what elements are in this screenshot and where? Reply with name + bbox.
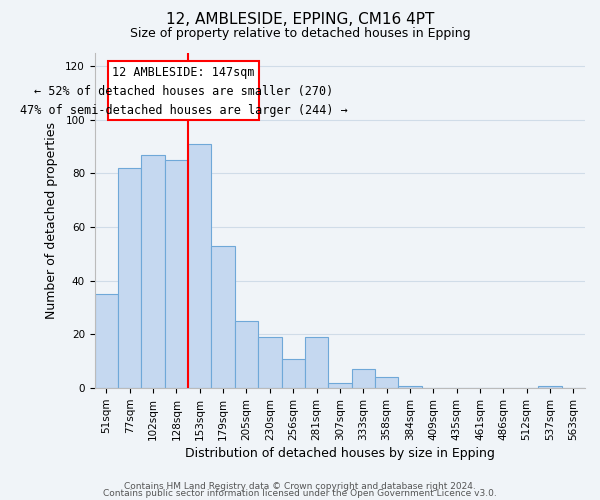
Bar	[118, 168, 142, 388]
Bar	[375, 378, 398, 388]
X-axis label: Distribution of detached houses by size in Epping: Distribution of detached houses by size …	[185, 447, 495, 460]
Text: 47% of semi-detached houses are larger (244) →: 47% of semi-detached houses are larger (…	[20, 104, 347, 117]
Text: Contains HM Land Registry data © Crown copyright and database right 2024.: Contains HM Land Registry data © Crown c…	[124, 482, 476, 491]
Text: 12, AMBLESIDE, EPPING, CM16 4PT: 12, AMBLESIDE, EPPING, CM16 4PT	[166, 12, 434, 28]
Bar	[142, 154, 165, 388]
Bar	[352, 370, 375, 388]
Bar	[328, 383, 352, 388]
Bar	[95, 294, 118, 388]
Text: Size of property relative to detached houses in Epping: Size of property relative to detached ho…	[130, 28, 470, 40]
Bar	[538, 386, 562, 388]
Bar	[211, 246, 235, 388]
Bar	[281, 358, 305, 388]
Text: Contains public sector information licensed under the Open Government Licence v3: Contains public sector information licen…	[103, 490, 497, 498]
Bar	[235, 321, 258, 388]
Bar	[165, 160, 188, 388]
Text: ← 52% of detached houses are smaller (270): ← 52% of detached houses are smaller (27…	[34, 84, 333, 98]
Bar	[305, 337, 328, 388]
Bar	[188, 144, 211, 388]
Y-axis label: Number of detached properties: Number of detached properties	[46, 122, 58, 319]
Bar	[258, 337, 281, 388]
Bar	[398, 386, 422, 388]
FancyBboxPatch shape	[107, 60, 259, 120]
Text: 12 AMBLESIDE: 147sqm: 12 AMBLESIDE: 147sqm	[112, 66, 254, 79]
